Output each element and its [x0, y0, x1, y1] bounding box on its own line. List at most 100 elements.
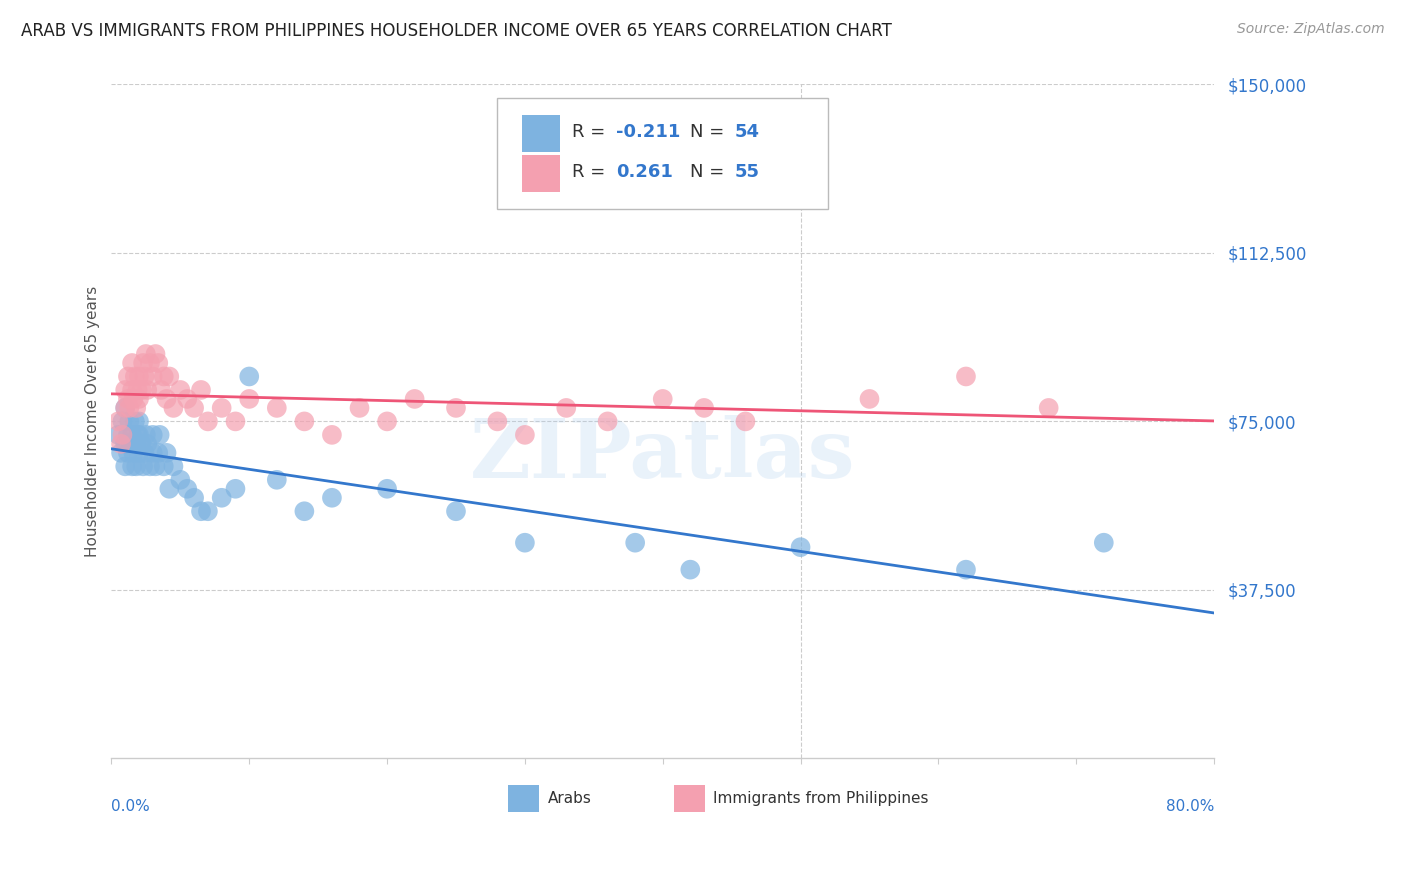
Point [131, 383, 153, 397]
Point [114, 437, 136, 451]
Point [321, 428, 343, 442]
Point [121, 428, 143, 442]
Bar [509, 785, 540, 813]
Point [127, 428, 149, 442]
Point [858, 392, 880, 406]
Point [110, 437, 132, 451]
Point [131, 437, 153, 451]
Bar [522, 115, 560, 152]
Point [128, 428, 150, 442]
Point [321, 491, 343, 505]
Point [121, 383, 143, 397]
Point [121, 356, 143, 370]
Text: -0.211: -0.211 [616, 122, 681, 141]
Point [292, 414, 315, 428]
Point [125, 401, 148, 415]
Point [117, 369, 139, 384]
Point [110, 446, 132, 460]
Point [152, 369, 174, 384]
Point [176, 392, 198, 406]
Point [139, 356, 162, 370]
Point [955, 563, 977, 577]
Text: Source: ZipAtlas.com: Source: ZipAtlas.com [1237, 22, 1385, 37]
Point [134, 446, 156, 460]
Text: R =: R = [572, 122, 612, 141]
Point [128, 446, 150, 460]
Point [679, 563, 702, 577]
Point [134, 369, 156, 384]
Point [183, 401, 205, 415]
Text: Arabs: Arabs [548, 791, 592, 806]
Point [117, 446, 139, 460]
Point [148, 356, 170, 370]
Point [125, 459, 148, 474]
Text: Immigrants from Philippines: Immigrants from Philippines [713, 791, 929, 806]
Point [114, 383, 136, 397]
Point [149, 428, 172, 442]
Point [111, 428, 134, 442]
Bar [673, 785, 704, 813]
Point [128, 414, 150, 428]
Point [142, 369, 165, 384]
Point [114, 459, 136, 474]
Point [183, 491, 205, 505]
Point [444, 504, 467, 518]
Point [176, 482, 198, 496]
Point [127, 383, 149, 397]
Point [375, 414, 398, 428]
Point [224, 414, 246, 428]
Point [734, 414, 756, 428]
Text: N =: N = [690, 122, 730, 141]
Point [125, 437, 148, 451]
Point [693, 401, 716, 415]
Point [118, 414, 141, 428]
Point [190, 383, 212, 397]
Point [107, 414, 129, 428]
Text: 54: 54 [734, 122, 759, 141]
Point [107, 428, 129, 442]
Point [142, 428, 165, 442]
Point [117, 428, 139, 442]
Point [162, 459, 184, 474]
Y-axis label: Householder Income Over 65 years: Householder Income Over 65 years [86, 285, 100, 557]
Point [132, 356, 155, 370]
Point [955, 369, 977, 384]
Text: ZIPatlas: ZIPatlas [470, 415, 855, 495]
Bar [522, 155, 560, 193]
Point [124, 369, 146, 384]
Point [120, 437, 142, 451]
Point [486, 414, 509, 428]
Point [145, 347, 167, 361]
Point [117, 392, 139, 406]
Point [375, 482, 398, 496]
Point [197, 504, 219, 518]
Point [555, 401, 578, 415]
Point [266, 401, 288, 415]
Text: ARAB VS IMMIGRANTS FROM PHILIPPINES HOUSEHOLDER INCOME OVER 65 YEARS CORRELATION: ARAB VS IMMIGRANTS FROM PHILIPPINES HOUS… [21, 22, 891, 40]
Point [155, 392, 177, 406]
Point [444, 401, 467, 415]
FancyBboxPatch shape [498, 98, 828, 209]
Text: 0.261: 0.261 [616, 163, 673, 181]
Point [132, 459, 155, 474]
Point [136, 437, 159, 451]
Point [596, 414, 619, 428]
Point [139, 459, 162, 474]
Point [1038, 401, 1060, 415]
Point [162, 401, 184, 415]
Text: 55: 55 [734, 163, 759, 181]
Point [111, 414, 134, 428]
Point [135, 428, 157, 442]
Point [197, 414, 219, 428]
Point [152, 459, 174, 474]
Point [211, 491, 233, 505]
Point [150, 383, 173, 397]
Point [651, 392, 673, 406]
Point [292, 504, 315, 518]
Point [624, 535, 647, 549]
Point [128, 392, 150, 406]
Point [404, 392, 426, 406]
Point [190, 504, 212, 518]
Point [157, 482, 180, 496]
Point [155, 446, 177, 460]
